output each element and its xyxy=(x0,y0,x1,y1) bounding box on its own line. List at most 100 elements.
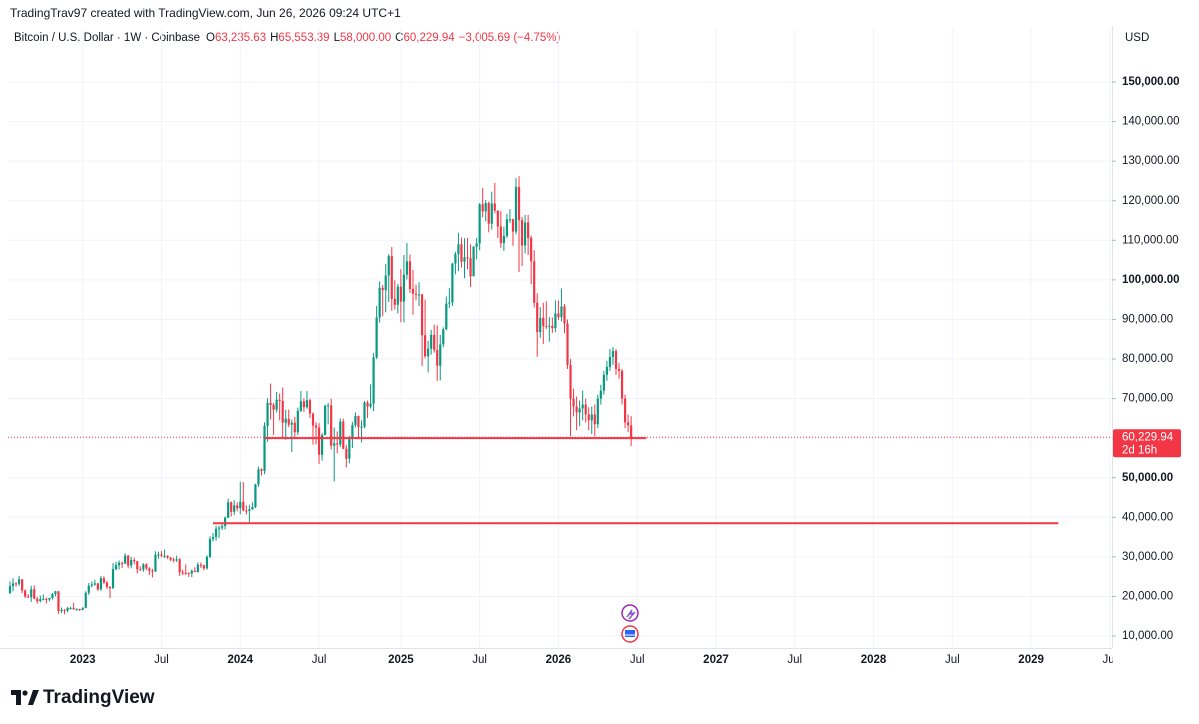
candle-body xyxy=(272,404,275,410)
candle-body xyxy=(63,609,66,611)
y-tick-label: 140,000.00 xyxy=(1122,116,1180,128)
y-tick-label: 90,000.00 xyxy=(1122,313,1173,325)
candle-body xyxy=(305,400,309,408)
candle-body xyxy=(451,263,454,303)
candle-body xyxy=(290,422,293,425)
candle-body xyxy=(175,559,178,561)
candle-body xyxy=(536,302,539,333)
candle-body xyxy=(627,422,630,426)
candle-body xyxy=(366,402,369,407)
economic-icon-flag xyxy=(625,630,635,637)
countdown-label: 2d 16h xyxy=(1122,444,1157,456)
candle-body xyxy=(202,565,206,569)
candle-body xyxy=(214,528,218,538)
candle-body xyxy=(299,401,302,411)
y-tick-label: 110,000.00 xyxy=(1122,234,1179,246)
plot xyxy=(8,176,1112,615)
candle-body xyxy=(217,527,221,529)
candle-body xyxy=(457,244,460,255)
logo-mark xyxy=(22,690,28,696)
candle-body xyxy=(281,400,284,423)
candle-body xyxy=(514,186,518,232)
candle-body xyxy=(227,502,230,518)
candle-body xyxy=(414,293,418,295)
candle-body xyxy=(208,539,212,557)
candle-body xyxy=(114,565,118,570)
candle-body xyxy=(205,556,209,569)
candle-body xyxy=(199,564,202,566)
candle-body xyxy=(245,510,248,512)
last-price-box xyxy=(1113,429,1181,458)
candle-body xyxy=(427,348,430,357)
candle-body xyxy=(590,414,593,421)
candle-body xyxy=(257,469,260,485)
price-axis: 10,000.00 20,000.00 30,000.00 40,000.00 50,0… xyxy=(1112,76,1181,642)
grid xyxy=(8,28,1112,648)
candle-body xyxy=(178,559,181,573)
candle-body xyxy=(133,560,136,562)
candle-body xyxy=(11,583,15,587)
candle-body xyxy=(17,579,21,584)
x-tick-label: 2025 xyxy=(388,654,414,666)
candle-body xyxy=(384,275,387,291)
candle-body xyxy=(333,443,336,446)
candle-body xyxy=(493,203,496,211)
candle-body xyxy=(487,203,490,224)
candle-body xyxy=(320,434,324,455)
candle-body xyxy=(614,351,618,369)
candle-body xyxy=(560,306,563,318)
candle-body xyxy=(417,294,421,296)
legend-key: O xyxy=(206,32,215,44)
candle-body xyxy=(190,570,193,574)
candle-body xyxy=(439,344,442,366)
candle-body xyxy=(378,287,381,318)
candle-body xyxy=(363,402,366,427)
candle-body xyxy=(375,317,378,358)
candle-body xyxy=(554,313,557,329)
candle-body xyxy=(69,607,72,609)
candle-body xyxy=(569,364,572,399)
y-tick-label: 30,000.00 xyxy=(1122,551,1173,563)
candle-body xyxy=(66,607,69,611)
candle-body xyxy=(433,334,436,350)
candle-body xyxy=(475,243,478,247)
candle-body xyxy=(148,568,151,571)
candle-body xyxy=(236,505,239,509)
candle-body xyxy=(160,554,163,556)
candle-body xyxy=(302,401,306,408)
candle-body xyxy=(211,537,215,540)
legend: Bitcoin / U.S. Dollar · 1W · Coinbase O63… xyxy=(14,32,560,44)
candle-body xyxy=(124,555,127,564)
x-tick-label: Jul xyxy=(312,654,327,666)
candle-body xyxy=(505,219,509,236)
candle-body xyxy=(608,357,612,367)
candle-body xyxy=(130,560,133,566)
candle-body xyxy=(33,589,36,599)
candle-body xyxy=(545,326,548,328)
candle-body xyxy=(502,235,505,244)
x-tick-label: 2029 xyxy=(1018,654,1044,666)
y-tick-label: 40,000.00 xyxy=(1122,511,1173,523)
candle-body xyxy=(42,598,45,600)
candle-body xyxy=(314,425,318,428)
candle-body xyxy=(242,501,245,511)
x-tick-label: 2027 xyxy=(703,654,729,666)
x-tick-label: 2023 xyxy=(70,654,96,666)
candle-body xyxy=(620,370,624,399)
candle-body xyxy=(248,509,251,511)
candle-body xyxy=(517,186,521,221)
candle-body xyxy=(293,422,296,433)
candle-body xyxy=(181,572,184,574)
candle-body xyxy=(481,204,484,212)
candle-body xyxy=(339,421,342,445)
candle-body xyxy=(393,298,396,305)
x-tick-label: Jul xyxy=(472,654,487,666)
candle-body xyxy=(402,274,405,302)
candle-body xyxy=(551,325,554,329)
candle-body xyxy=(169,557,172,560)
candle-body xyxy=(496,210,499,227)
y-tick-label: 150,000.00 xyxy=(1122,76,1180,88)
candle-body xyxy=(557,313,560,318)
currency: USD xyxy=(1125,32,1149,44)
candle-body xyxy=(317,427,321,455)
